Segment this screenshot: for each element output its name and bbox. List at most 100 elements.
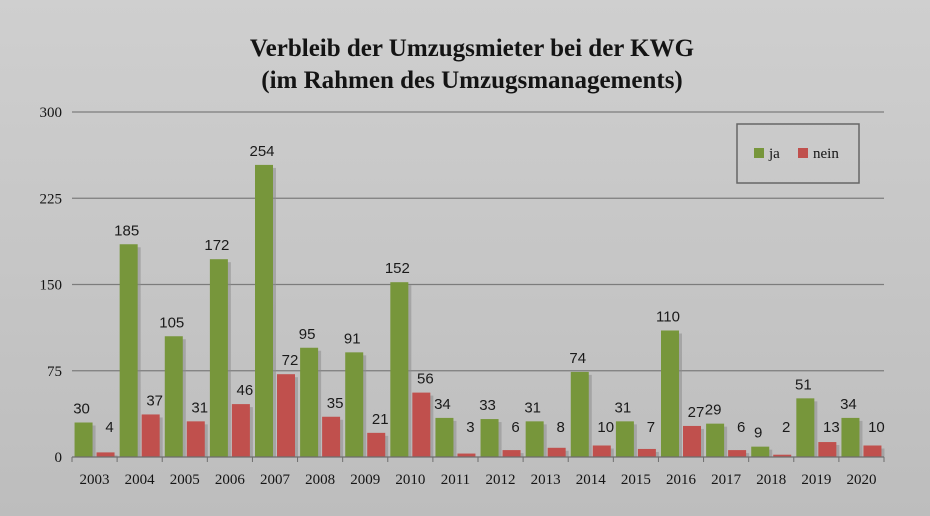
- bar-ja-2020: [841, 417, 860, 457]
- data-label-nein-2017: 6: [737, 419, 745, 436]
- data-label-ja-2009: 91: [344, 330, 361, 347]
- data-label-nein-2015: 7: [647, 419, 655, 436]
- bar-ja-2017: [706, 423, 725, 457]
- y-tick-label: 225: [40, 191, 63, 207]
- data-label-nein-2009: 21: [372, 411, 389, 428]
- x-tick-label: 2012: [486, 472, 516, 488]
- bar-nein-2016: [683, 425, 701, 457]
- x-tick-label: 2014: [576, 472, 607, 488]
- bar-nein-2011: [457, 453, 476, 457]
- data-label-ja-2003: 30: [73, 401, 90, 418]
- bar-nein-2015: [637, 448, 656, 457]
- data-labels: 3041853710531172462547295359121152563433…: [73, 143, 885, 442]
- data-label-ja-2012: 33: [479, 397, 496, 414]
- data-label-nein-2005: 31: [191, 399, 208, 416]
- x-tick-label: 2004: [125, 472, 156, 488]
- data-label-nein-2012: 6: [511, 419, 519, 436]
- x-tick-label: 2015: [621, 472, 651, 488]
- x-axis-labels: 2003 2004 2005 2006 2007 2008 2009 2010 2011 2012…: [71, 457, 885, 488]
- bar-ja-2004: [119, 244, 138, 457]
- bar-nein-2004: [141, 414, 160, 457]
- data-label-ja-2014: 74: [569, 350, 586, 367]
- legend-label-nein: nein: [813, 146, 839, 162]
- bar-nein-2019: [818, 442, 837, 457]
- legend-swatch-nein: [798, 148, 808, 158]
- gridlines: [72, 111, 884, 372]
- legend-label-ja: ja: [768, 146, 780, 162]
- x-tick-label: 2013: [531, 472, 561, 488]
- y-tick-label: 0: [55, 450, 63, 466]
- bar-nein-2017: [728, 450, 747, 457]
- data-label-nein-2007: 72: [282, 352, 299, 369]
- legend-box: [736, 123, 860, 184]
- x-tick-label: 2010: [395, 472, 425, 488]
- bar-nein-2008: [322, 416, 341, 457]
- bar-nein-2018: [773, 454, 792, 457]
- data-label-ja-2019: 51: [795, 376, 812, 393]
- y-tick-label: 300: [40, 105, 63, 121]
- x-tick-label: 2011: [441, 472, 470, 488]
- data-label-ja-2007: 254: [249, 143, 274, 160]
- data-label-nein-2010: 56: [417, 371, 434, 388]
- y-axis-labels: 0 75 150 225 300: [40, 105, 63, 466]
- x-tick-label: 2018: [756, 472, 786, 488]
- bar-nein-2007: [277, 374, 295, 457]
- bar-ja-2015: [615, 421, 634, 457]
- data-label-ja-2016: 110: [656, 309, 680, 326]
- bar-nein-2014: [592, 445, 611, 457]
- bar-nein-2020: [863, 445, 882, 457]
- bar-ja-2014: [570, 371, 589, 457]
- bar-ja-2011: [435, 417, 454, 457]
- bar-ja-2008: [300, 347, 319, 457]
- x-tick-label: 2019: [801, 472, 831, 488]
- legend-swatch-ja: [754, 148, 764, 158]
- bar-ja-2003: [74, 422, 93, 457]
- x-tick-label: 2005: [170, 472, 200, 488]
- bar-ja-2006: [209, 259, 228, 457]
- chart-subtitle: (im Rahmen des Umzugsmanagements): [261, 67, 683, 94]
- bar-ja-2009: [345, 352, 364, 457]
- bar-nein-2003: [96, 452, 115, 457]
- y-tick-label: 150: [40, 278, 63, 294]
- x-tick-label: 2017: [711, 472, 742, 488]
- bars: [74, 164, 885, 457]
- bar-nein-2005: [186, 421, 205, 457]
- x-tick-label: 2016: [666, 472, 697, 488]
- data-label-ja-2011: 34: [434, 396, 451, 413]
- data-label-ja-2006: 172: [204, 237, 229, 254]
- bar-ja-2007: [255, 164, 273, 457]
- chart-title: Verbleib der Umzugsmieter bei der KWG: [250, 35, 694, 62]
- x-tick-label: 2006: [215, 472, 246, 488]
- data-label-ja-2004: 185: [114, 222, 139, 239]
- data-label-ja-2013: 31: [524, 399, 541, 416]
- x-tick-label: 2020: [846, 472, 876, 488]
- bar-ja-2016: [661, 330, 679, 457]
- x-tick-label: 2007: [260, 472, 291, 488]
- data-label-nein-2006: 46: [237, 382, 254, 399]
- data-label-nein-2011: 3: [466, 419, 474, 436]
- bar-nein-2012: [502, 450, 521, 457]
- bar-ja-2005: [164, 336, 183, 457]
- data-label-nein-2016: 27: [688, 404, 705, 421]
- bar-nein-2006: [231, 404, 250, 457]
- legend: ja nein: [736, 123, 860, 184]
- data-label-nein-2019: 13: [823, 419, 840, 436]
- data-label-nein-2014: 10: [597, 419, 614, 436]
- bar-ja-2013: [525, 421, 544, 457]
- data-label-nein-2013: 8: [556, 419, 564, 436]
- bar-nein-2009: [367, 432, 386, 457]
- data-label-nein-2018: 2: [782, 419, 790, 436]
- data-label-nein-2008: 35: [327, 395, 344, 412]
- bar-ja-2010: [390, 282, 409, 457]
- data-label-ja-2010: 152: [385, 260, 410, 277]
- data-label-ja-2015: 31: [615, 399, 632, 416]
- data-label-ja-2008: 95: [299, 326, 316, 343]
- data-label-nein-2020: 10: [868, 419, 885, 436]
- data-label-ja-2005: 105: [159, 314, 184, 331]
- data-label-ja-2017: 29: [705, 402, 722, 419]
- x-tick-label: 2009: [350, 472, 380, 488]
- bar-ja-2019: [796, 398, 815, 457]
- bar-nein-2010: [412, 392, 431, 457]
- bar-ja-2018: [751, 446, 770, 457]
